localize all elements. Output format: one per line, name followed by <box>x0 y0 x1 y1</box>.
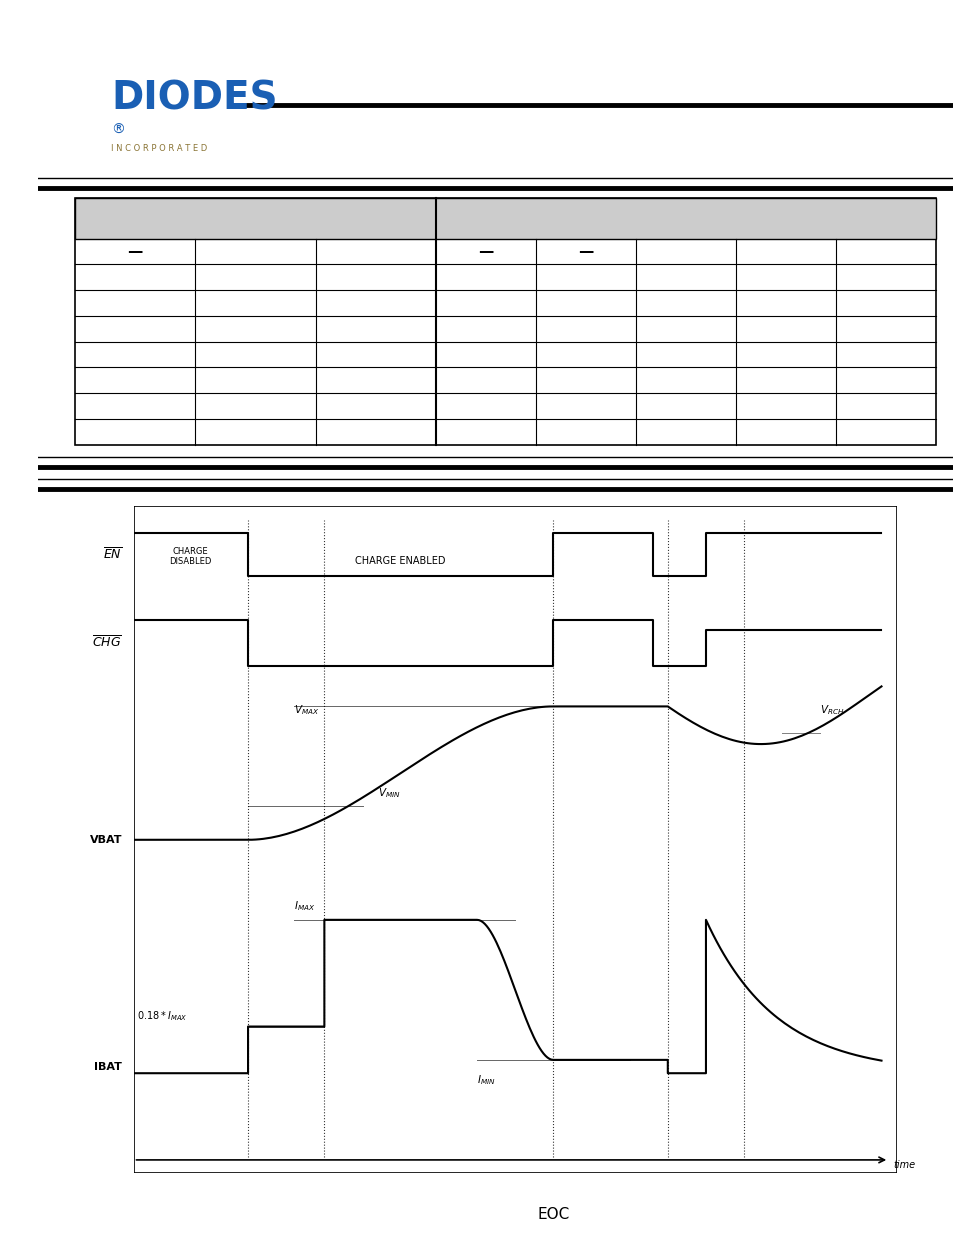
Text: —: — <box>128 245 143 259</box>
Text: CHARGE
DISABLED: CHARGE DISABLED <box>170 547 212 567</box>
Bar <box>74 198 935 238</box>
Text: $\overline{EN}$: $\overline{EN}$ <box>103 547 122 562</box>
Text: IBAT: IBAT <box>94 1062 122 1072</box>
Text: $V_{MIN}$: $V_{MIN}$ <box>377 785 400 800</box>
Bar <box>74 198 935 445</box>
Text: $0.18*I_{MAX}$: $0.18*I_{MAX}$ <box>137 1009 188 1023</box>
Text: CHARGE ENABLED: CHARGE ENABLED <box>355 557 445 567</box>
Text: I N C O R P O R A T E D: I N C O R P O R A T E D <box>112 143 208 153</box>
Text: ®: ® <box>112 122 125 137</box>
Text: VBAT: VBAT <box>90 835 122 845</box>
Text: —: — <box>578 245 593 259</box>
Text: $I_{MAX}$: $I_{MAX}$ <box>294 899 314 913</box>
Text: DIODES: DIODES <box>112 80 277 117</box>
Text: $\overline{CHG}$: $\overline{CHG}$ <box>92 635 122 651</box>
Text: time: time <box>892 1160 914 1171</box>
Text: $V_{RCH}$: $V_{RCH}$ <box>820 703 844 716</box>
Text: EOC: EOC <box>537 1207 569 1221</box>
Text: —: — <box>478 245 494 259</box>
Text: $V_{MAX}$: $V_{MAX}$ <box>294 703 319 716</box>
Text: $I_{MIN}$: $I_{MIN}$ <box>476 1073 496 1087</box>
